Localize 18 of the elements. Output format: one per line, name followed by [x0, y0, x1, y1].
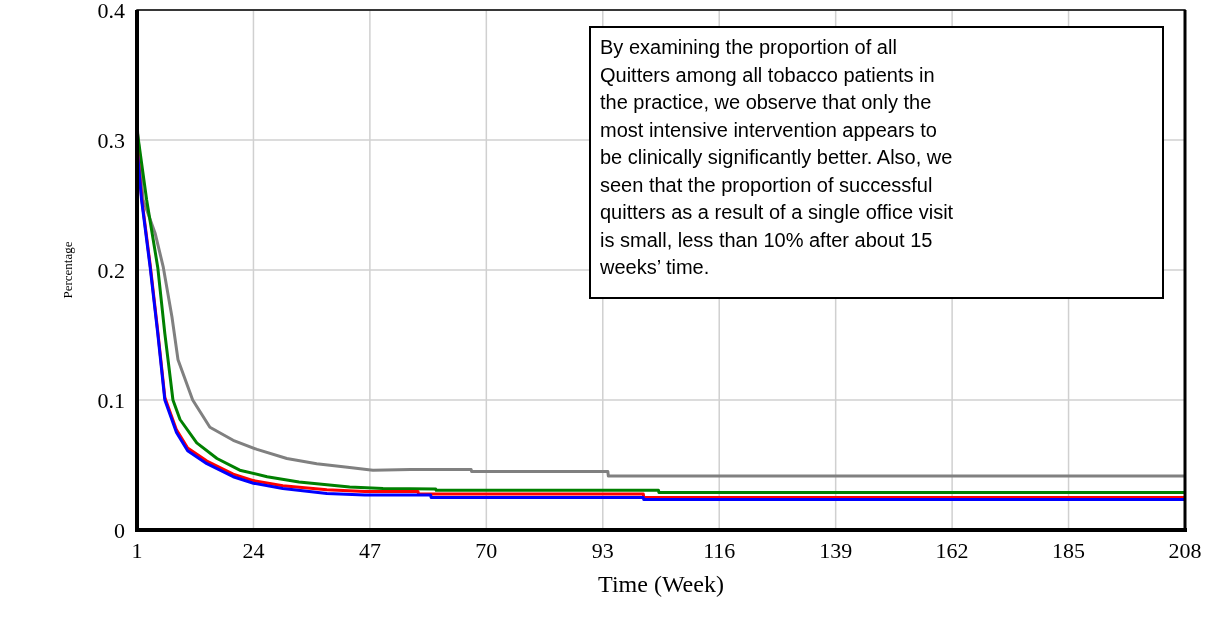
text: By examining the proportion of all Quitters among all tobacco patients in the practice, we observe that only the most intensive intervention appears to be clinically significantly better. Also, we seen that the proportion of successful quitters as a result of a single office visit is small, less than 10% after about 15 weeks’ time.: [600, 36, 954, 278]
x-axis-title: Time (Week): [598, 571, 724, 597]
x-tick-label: 162: [935, 538, 969, 563]
x-tick-label: 185: [1052, 538, 1086, 563]
y-tick-label: 0: [114, 517, 125, 543]
x-tick-label: 139: [819, 538, 853, 563]
y-tick-label: 0.1: [97, 387, 125, 413]
y-tick-label: 0.3: [97, 127, 125, 153]
x-tick-label: 1: [131, 538, 143, 563]
x-tick-label: 116: [703, 538, 736, 563]
y-axis-title: Percentage: [60, 241, 75, 299]
y-tick-label: 0.4: [97, 0, 125, 23]
x-tick-label: 93: [591, 538, 614, 563]
x-tick-label: 208: [1168, 538, 1202, 563]
y-tick-label: 0.2: [97, 257, 125, 283]
x-tick-label: 70: [475, 538, 498, 563]
x-tick-label: 24: [242, 538, 265, 563]
x-tick-label: 47: [358, 538, 381, 563]
